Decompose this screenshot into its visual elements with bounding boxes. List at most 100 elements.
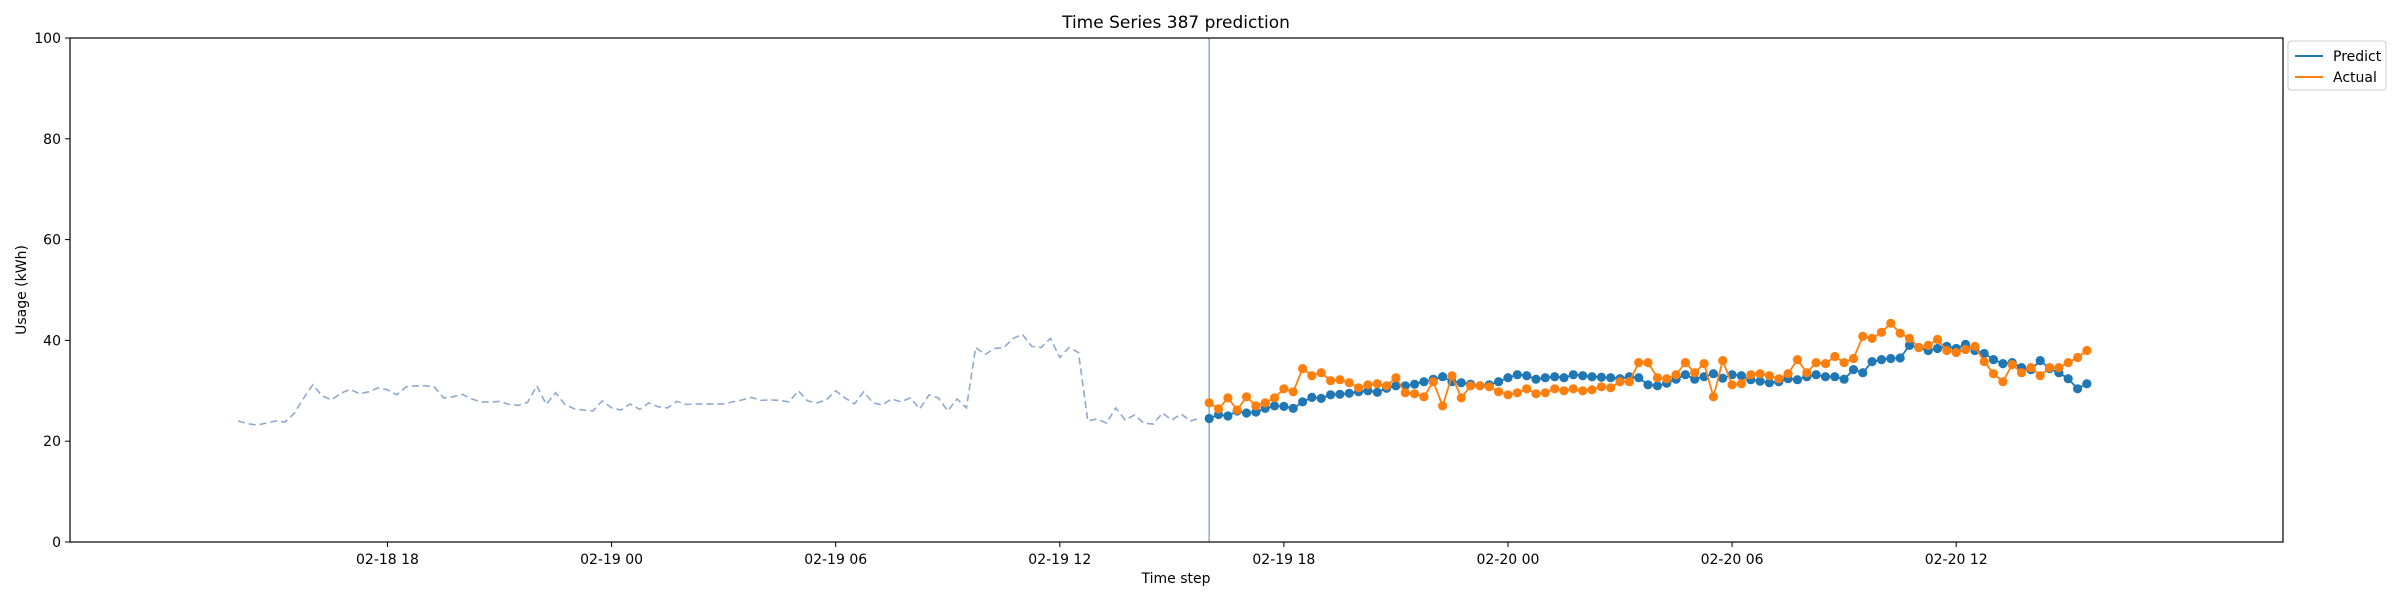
predict-point: [1886, 353, 1896, 364]
y-tick-label: 40: [43, 333, 61, 349]
predict-point: [1606, 373, 1616, 383]
predict-point: [1372, 387, 1382, 397]
actual-point: [1942, 345, 1952, 356]
actual-point: [1755, 369, 1765, 379]
predict-point: [1839, 374, 1849, 384]
actual-point: [1998, 377, 2008, 387]
predict-point: [1494, 377, 1504, 387]
y-axis: 0 20 40 60 80 100: [34, 31, 70, 551]
predict-point: [1652, 381, 1662, 391]
actual-point: [1746, 370, 1756, 380]
y-tick-label: 20: [43, 434, 61, 450]
actual-point: [1624, 377, 1634, 387]
predict-point: [1755, 376, 1765, 386]
predict-point: [1456, 378, 1466, 388]
actual-point: [1960, 344, 1971, 355]
actual-point: [1260, 398, 1270, 408]
actual-point: [2026, 363, 2036, 373]
actual-point: [1288, 387, 1298, 397]
legend-label-predict: Predict: [2333, 49, 2382, 65]
actual-point: [2063, 358, 2073, 368]
actual-point: [1643, 358, 1653, 368]
y-axis-label: Usage (kWh): [14, 245, 30, 335]
actual-point: [1400, 388, 1410, 398]
actual-point: [1279, 384, 1289, 394]
y-tick-label: 0: [52, 535, 61, 551]
actual-point: [2073, 352, 2083, 363]
predict-point: [1876, 355, 1887, 365]
actual-point: [1904, 333, 1915, 343]
actual-point: [1344, 378, 1354, 388]
actual-point: [1876, 327, 1887, 337]
actual-point: [1587, 385, 1597, 395]
actual-point: [1363, 380, 1373, 390]
actual-point: [1316, 368, 1326, 378]
predict-point: [1326, 390, 1336, 400]
predict-point: [1503, 373, 1513, 383]
x-tick-label: 02-18 18: [356, 552, 419, 568]
predict-point: [1512, 370, 1522, 380]
actual-point: [1652, 373, 1662, 383]
x-tick-label: 02-20 06: [1701, 552, 1764, 568]
history-series-line: [237, 333, 1201, 426]
actual-point: [1419, 392, 1429, 402]
actual-point: [1354, 383, 1364, 393]
predict-point: [1988, 355, 1999, 365]
actual-point: [1475, 381, 1485, 391]
actual-point: [1335, 375, 1345, 385]
predict-point: [1736, 371, 1746, 381]
actual-point: [1326, 376, 1336, 386]
predict-point: [1708, 369, 1718, 379]
actual-point: [1204, 398, 1214, 408]
predict-point: [2035, 356, 2045, 366]
x-tick-label: 02-20 12: [1925, 552, 1988, 568]
predict-point: [1867, 357, 1877, 367]
predict-point: [1568, 370, 1578, 380]
actual-point: [1615, 377, 1625, 387]
predict-point: [1578, 371, 1588, 381]
predict-point: [1811, 370, 1821, 380]
actual-point: [1241, 392, 1252, 402]
x-axis-label: Time step: [1141, 571, 1211, 587]
actual-point: [1727, 380, 1737, 390]
chart-title: Time Series 387 prediction: [1061, 13, 1290, 33]
actual-point: [1596, 382, 1606, 392]
actual-point: [1298, 364, 1308, 374]
actual-point: [2007, 360, 2017, 370]
actual-point: [1867, 333, 1877, 343]
predict-point: [1998, 359, 2008, 369]
predict-point: [1438, 372, 1448, 382]
actual-point: [1736, 379, 1746, 389]
predict-point: [1848, 365, 1859, 375]
plot-area-frame: [69, 37, 2284, 543]
actual-point: [1970, 341, 1980, 351]
actual-point: [1830, 351, 1840, 362]
predict-point: [1419, 377, 1429, 387]
actual-point: [1718, 356, 1728, 366]
actual-point: [1531, 389, 1541, 399]
predict-point: [1344, 388, 1354, 398]
actual-point: [1382, 381, 1392, 391]
actual-point: [2035, 371, 2045, 381]
actual-point: [1774, 374, 1784, 384]
predict-point: [1531, 374, 1541, 384]
actual-point: [1699, 359, 1709, 369]
predict-point: [1241, 408, 1252, 418]
actual-point: [2054, 363, 2064, 373]
x-tick-label: 02-19 00: [580, 552, 643, 568]
actual-point: [1783, 369, 1793, 379]
actual-point: [1307, 371, 1317, 381]
predict-point: [1279, 401, 1289, 411]
predict-point: [2063, 374, 2073, 384]
predict-point: [1932, 343, 1943, 354]
actual-point: [1680, 358, 1690, 368]
actual-point: [1269, 393, 1280, 403]
predict-point: [1764, 378, 1774, 388]
actual-point: [1522, 384, 1532, 394]
predict-point: [1204, 413, 1214, 424]
actual-point: [1438, 401, 1448, 411]
predict-point: [1335, 389, 1345, 399]
x-tick-label: 02-20 00: [1477, 552, 1540, 568]
actual-point: [1820, 359, 1831, 369]
